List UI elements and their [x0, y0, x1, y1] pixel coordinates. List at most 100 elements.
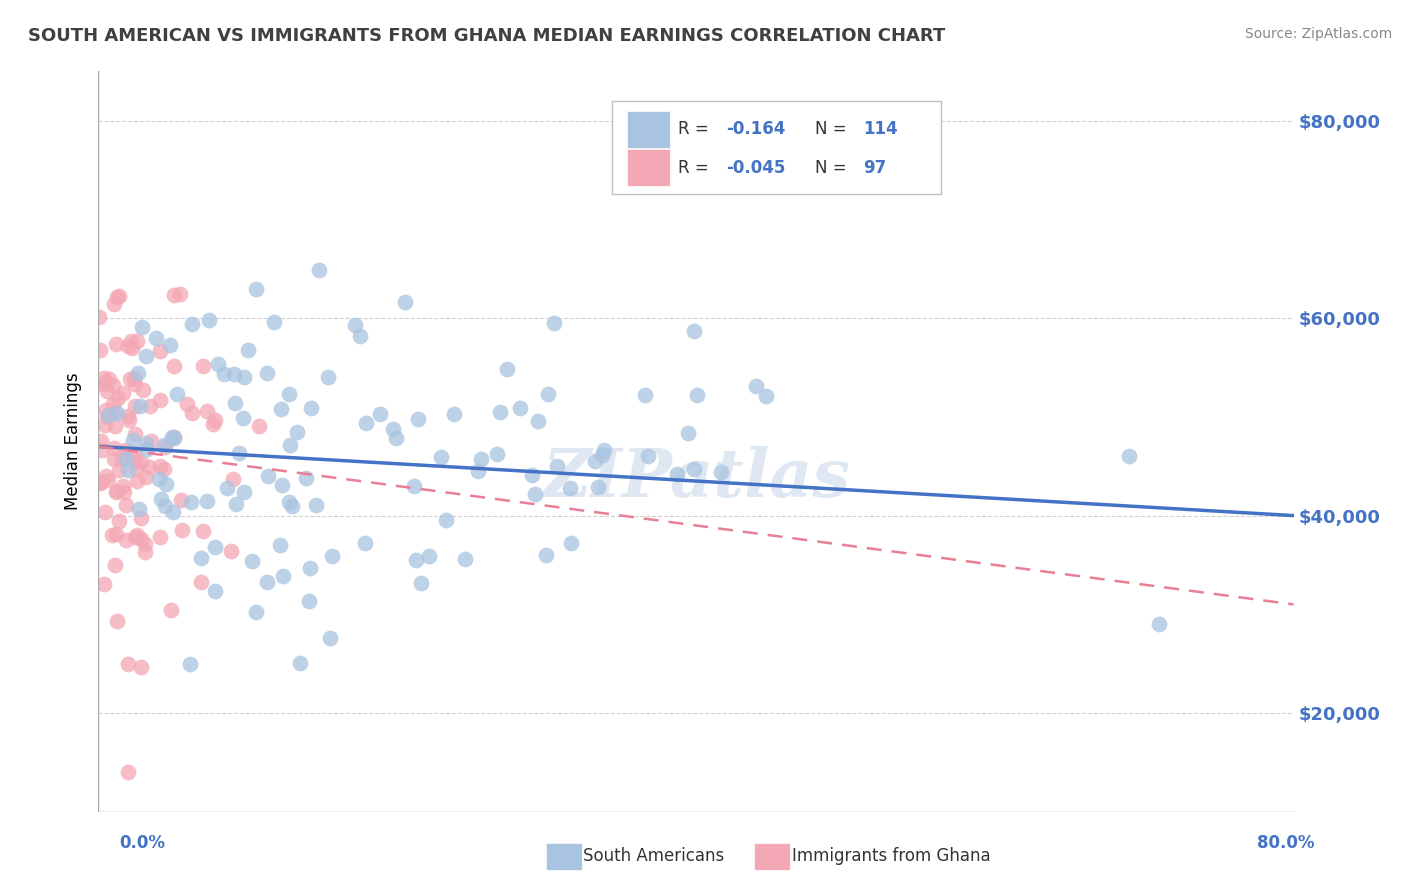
Point	[91, 443, 114, 458]
Point	[125, 462, 148, 476]
Point	[247, 419, 270, 434]
Point	[134, 545, 156, 559]
Point	[588, 480, 610, 494]
Point	[214, 368, 236, 382]
Point	[256, 575, 278, 590]
Point	[124, 399, 146, 413]
Text: South Americans: South Americans	[583, 847, 724, 865]
Point	[191, 359, 214, 373]
Point	[96, 384, 118, 399]
Point	[117, 765, 139, 780]
Point	[159, 338, 181, 352]
Point	[163, 431, 186, 445]
Point	[288, 656, 311, 670]
Point	[139, 399, 162, 413]
Point	[409, 575, 432, 590]
Point	[434, 513, 457, 527]
Point	[135, 436, 157, 450]
Point	[280, 500, 302, 514]
Point	[591, 448, 613, 462]
Point	[368, 407, 391, 421]
Point	[592, 442, 614, 457]
Point	[470, 452, 492, 467]
Point	[543, 316, 565, 330]
Point	[104, 336, 127, 351]
Point	[382, 422, 405, 436]
Point	[195, 493, 218, 508]
Point	[546, 458, 568, 473]
Point	[117, 409, 139, 423]
Point	[163, 287, 186, 301]
Point	[221, 472, 243, 486]
Point	[127, 474, 149, 488]
Point	[321, 549, 343, 564]
Text: -0.164: -0.164	[725, 120, 785, 138]
Point	[384, 431, 406, 445]
Point	[257, 469, 280, 483]
Text: R =: R =	[678, 120, 714, 138]
Point	[1147, 617, 1170, 632]
Point	[127, 366, 149, 380]
Point	[90, 434, 112, 448]
Point	[104, 558, 127, 572]
Point	[308, 263, 330, 277]
Point	[90, 475, 112, 489]
Point	[108, 289, 131, 303]
Point	[163, 359, 186, 373]
Text: -0.045: -0.045	[725, 159, 785, 177]
Point	[152, 462, 174, 476]
Point	[104, 419, 127, 434]
Point	[343, 318, 366, 332]
Point	[527, 415, 550, 429]
Point	[105, 406, 128, 420]
Point	[149, 392, 172, 407]
Point	[124, 377, 146, 392]
Point	[683, 462, 706, 476]
Point	[124, 529, 146, 543]
Point	[124, 371, 146, 385]
Point	[271, 477, 294, 491]
Point	[354, 535, 377, 549]
Point	[207, 357, 229, 371]
Point	[536, 549, 558, 563]
Point	[135, 469, 157, 483]
Point	[269, 538, 291, 552]
Point	[160, 430, 183, 444]
Point	[153, 441, 176, 455]
Text: N =: N =	[815, 159, 852, 177]
Point	[111, 386, 134, 401]
Point	[148, 472, 170, 486]
Point	[114, 443, 136, 458]
Point	[94, 505, 117, 519]
Point	[129, 660, 152, 674]
Point	[103, 451, 125, 466]
Point	[120, 334, 142, 348]
Point	[176, 397, 198, 411]
Point	[405, 553, 427, 567]
Point	[127, 334, 149, 349]
Point	[172, 523, 194, 537]
Point	[225, 497, 247, 511]
Point	[117, 657, 139, 672]
Point	[232, 410, 254, 425]
Point	[115, 452, 138, 467]
Point	[270, 402, 292, 417]
Point	[94, 468, 117, 483]
Point	[129, 511, 152, 525]
Point	[560, 536, 582, 550]
Point	[124, 453, 146, 467]
Point	[134, 537, 156, 551]
Text: 80.0%: 80.0%	[1257, 834, 1315, 852]
Point	[118, 413, 141, 427]
Point	[104, 526, 127, 541]
Point	[108, 514, 131, 528]
Point	[319, 631, 342, 645]
Point	[406, 412, 429, 426]
Point	[111, 452, 134, 467]
Point	[224, 367, 246, 381]
Point	[103, 441, 125, 455]
Point	[103, 406, 125, 420]
Point	[122, 433, 145, 447]
Point	[197, 312, 219, 326]
Point	[155, 476, 177, 491]
